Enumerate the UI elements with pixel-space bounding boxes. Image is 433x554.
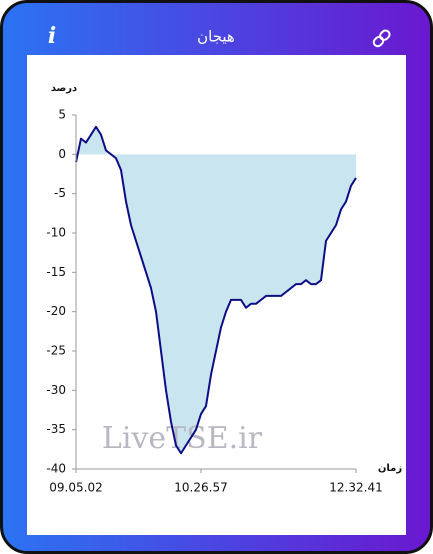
y-tick-label: -25 xyxy=(46,344,66,358)
line xyxy=(75,125,357,455)
area-fill xyxy=(76,126,356,454)
y-tick-label: 5 xyxy=(58,108,66,122)
y-tick-label: -35 xyxy=(46,422,66,436)
x-tick-label: 12.32.41 xyxy=(329,481,382,495)
y-tick-label: -30 xyxy=(46,383,66,397)
link-button[interactable] xyxy=(372,29,391,48)
page-title: هیجان xyxy=(197,28,235,46)
y-tick-label: 0 xyxy=(58,147,66,161)
y-tick-label: -20 xyxy=(46,304,66,318)
x-tick-label: 10.26.57 xyxy=(174,481,227,495)
y-tick-label: -40 xyxy=(46,462,66,476)
y-tick-label: -15 xyxy=(46,265,66,279)
x-axis-label: زمان xyxy=(378,463,402,474)
y-tick-label: -5 xyxy=(54,186,66,200)
info-button[interactable]: i xyxy=(48,23,56,49)
y-tick-label: -10 xyxy=(46,226,66,240)
x-tick-label: 09.05.02 xyxy=(49,481,102,495)
y-axis-label: درصد xyxy=(51,83,77,94)
